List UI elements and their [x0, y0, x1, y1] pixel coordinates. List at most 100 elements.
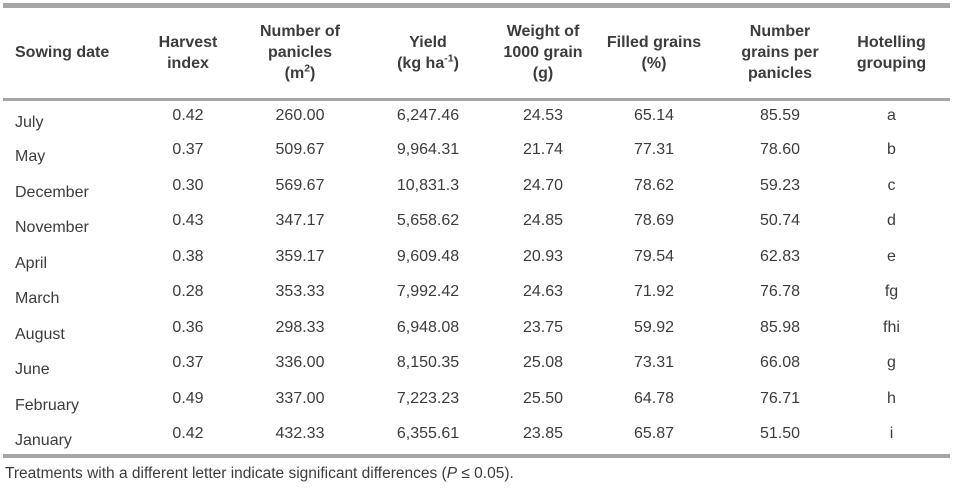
- cell-harvest-index: 0.28: [172, 283, 204, 301]
- cell-harvest-index: 0.42: [172, 425, 204, 443]
- unit-superscript: 2: [304, 62, 311, 75]
- cell-filled-grains: 65.87: [633, 425, 675, 443]
- table-row: January 0.42 432.33 6,355.61 23.85 65.87…: [3, 419, 950, 455]
- cell-grain-weight: 24.70: [522, 176, 564, 194]
- footnote-text: Treatments with a different letter indic…: [5, 465, 447, 482]
- header-line: Number of: [260, 23, 340, 41]
- cell-grain-weight: 24.85: [522, 212, 564, 230]
- header-unit: (m2): [233, 63, 367, 84]
- table-row: June 0.37 336.00 8,150.35 25.08 73.31 66…: [3, 348, 950, 384]
- cell-hotelling: fg: [884, 283, 899, 301]
- cell-sowing-date: July: [15, 113, 44, 131]
- cell-sowing-date: November: [15, 219, 89, 237]
- cell-harvest-index: 0.37: [172, 354, 204, 372]
- table-row: February 0.49 337.00 7,223.23 25.50 64.7…: [3, 383, 950, 419]
- cell-yield: 6,247.46: [396, 106, 460, 124]
- cell-panicles: 337.00: [275, 389, 325, 407]
- cell-harvest-index: 0.43: [172, 212, 204, 230]
- cell-panicles: 432.33: [275, 425, 325, 443]
- header-line: Yield: [409, 33, 447, 51]
- results-table-frame: Sowing date Harvest index Number of pani…: [3, 3, 950, 458]
- cell-sowing-date: December: [15, 183, 89, 201]
- table-row: May 0.37 509.67 9,964.31 21.74 77.31 78.…: [3, 135, 950, 171]
- header-line: panicles: [747, 65, 813, 83]
- cell-filled-grains: 78.62: [633, 176, 675, 194]
- table-row: December 0.30 569.67 10,831.3 24.70 78.6…: [3, 170, 950, 206]
- cell-harvest-index: 0.30: [172, 176, 204, 194]
- header-harvest-index: Harvest index: [143, 8, 233, 101]
- cell-grains-per-panicle: 62.83: [759, 247, 801, 265]
- unit-text: (m: [284, 65, 305, 83]
- cell-yield: 6,948.08: [396, 318, 460, 336]
- cell-filled-grains: 64.78: [633, 389, 675, 407]
- cell-filled-grains: 77.31: [633, 141, 675, 159]
- cell-sowing-date: March: [15, 290, 60, 308]
- cell-harvest-index: 0.36: [172, 318, 204, 336]
- cell-grain-weight: 20.93: [522, 247, 564, 265]
- unit-text: ): [453, 54, 459, 72]
- cell-hotelling: i: [889, 425, 894, 443]
- cell-hotelling: a: [887, 106, 896, 124]
- cell-grains-per-panicle: 78.60: [759, 141, 801, 159]
- cell-hotelling: g: [887, 354, 896, 372]
- header-grains-per-panicle: Number grains per panicles: [711, 8, 849, 101]
- cell-sowing-date: August: [15, 325, 65, 343]
- cell-grain-weight: 23.75: [522, 318, 564, 336]
- header-line: Weight of: [506, 23, 580, 41]
- header-line: Sowing date: [15, 44, 110, 62]
- cell-hotelling: b: [887, 141, 896, 159]
- cell-filled-grains: 73.31: [633, 354, 675, 372]
- cell-grains-per-panicle: 59.23: [759, 176, 801, 194]
- cell-yield: 6,355.61: [396, 425, 460, 443]
- cell-filled-grains: 65.14: [633, 106, 675, 124]
- header-row: Sowing date Harvest index Number of pani…: [3, 8, 950, 101]
- cell-yield: 5,658.62: [396, 212, 460, 230]
- cell-grain-weight: 25.50: [522, 389, 564, 407]
- cell-sowing-date: April: [15, 254, 48, 272]
- header-sowing-date: Sowing date: [3, 8, 143, 101]
- table-header: Sowing date Harvest index Number of pani…: [3, 8, 950, 101]
- table-row: March 0.28 353.33 7,992.42 24.63 71.92 7…: [3, 277, 950, 313]
- cell-grains-per-panicle: 51.50: [759, 425, 801, 443]
- cell-grain-weight: 23.85: [522, 425, 564, 443]
- cell-panicles: 569.67: [275, 176, 325, 194]
- cell-panicles: 347.17: [275, 212, 325, 230]
- cell-harvest-index: 0.37: [172, 141, 204, 159]
- header-hotelling-grouping: Hotelling grouping: [849, 8, 950, 101]
- cell-panicles: 353.33: [275, 283, 325, 301]
- cell-yield: 10,831.3: [396, 176, 460, 194]
- cell-yield: 8,150.35: [396, 354, 460, 372]
- cell-hotelling: h: [887, 389, 896, 407]
- cell-filled-grains: 79.54: [633, 247, 675, 265]
- cell-panicles: 260.00: [275, 106, 325, 124]
- cell-panicles: 336.00: [275, 354, 325, 372]
- header-line: Hotelling: [857, 33, 926, 51]
- cell-harvest-index: 0.42: [172, 106, 204, 124]
- header-number-of-panicles: Number of panicles (m2): [233, 8, 367, 101]
- cell-yield: 9,609.48: [396, 247, 460, 265]
- cell-grain-weight: 21.74: [522, 141, 564, 159]
- cell-grains-per-panicle: 50.74: [759, 212, 801, 230]
- cell-hotelling: fhi: [883, 318, 900, 336]
- cell-filled-grains: 78.69: [633, 212, 675, 230]
- cell-grain-weight: 24.63: [522, 283, 564, 301]
- cell-harvest-index: 0.49: [172, 389, 204, 407]
- results-table: Sowing date Harvest index Number of pani…: [3, 8, 950, 454]
- unit-text: (kg ha: [397, 54, 445, 72]
- cell-yield: 9,964.31: [396, 141, 460, 159]
- cell-grain-weight: 25.08: [522, 354, 564, 372]
- cell-hotelling: e: [887, 247, 896, 265]
- cell-hotelling: c: [887, 176, 896, 194]
- header-unit: (kg ha-1): [367, 53, 489, 74]
- cell-sowing-date: June: [15, 361, 50, 379]
- header-line: 1000 grain: [503, 44, 583, 62]
- unit-superscript: -1: [444, 52, 454, 65]
- cell-grains-per-panicle: 66.08: [759, 354, 801, 372]
- header-weight-1000-grain: Weight of 1000 grain (g): [489, 8, 597, 101]
- footnote-p-symbol: P: [446, 465, 458, 482]
- cell-grain-weight: 24.53: [522, 106, 564, 124]
- header-line: index: [167, 54, 209, 72]
- cell-panicles: 509.67: [275, 141, 325, 159]
- header-line: grouping: [856, 54, 927, 72]
